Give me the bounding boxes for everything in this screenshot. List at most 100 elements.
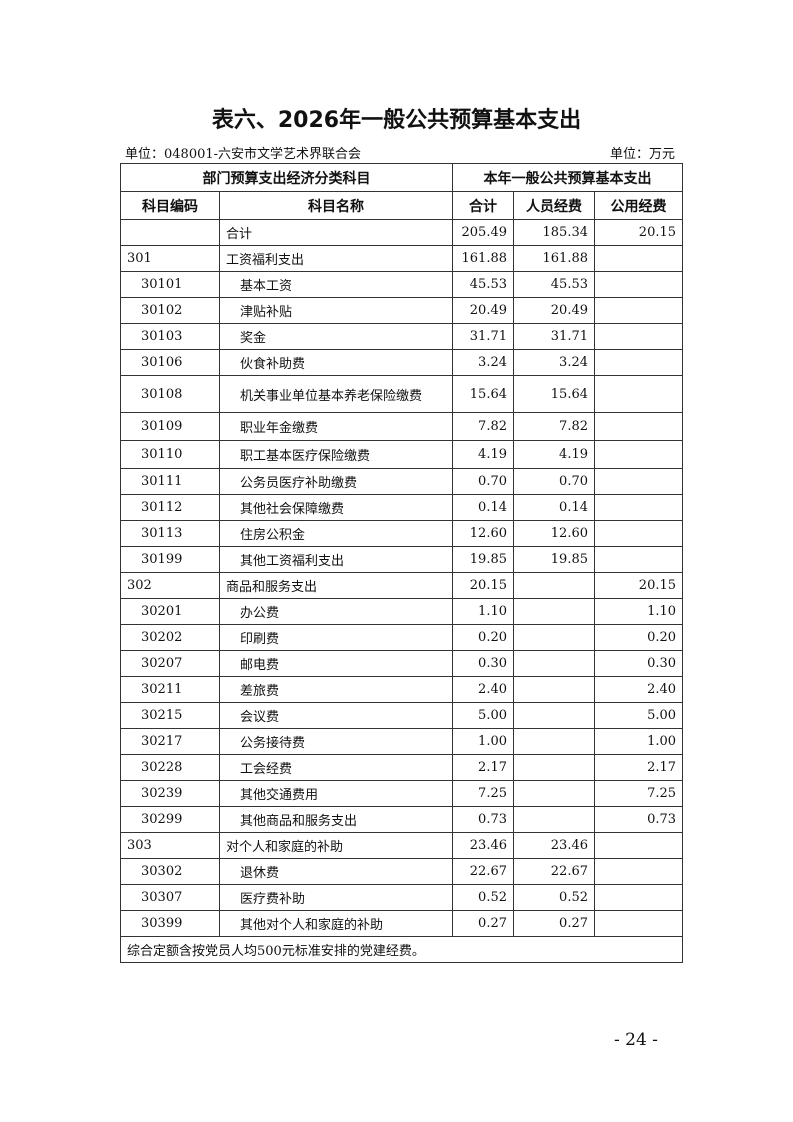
cell-total: 4.19: [452, 440, 514, 469]
cell-personnel: 22.67: [513, 858, 595, 885]
cell-total: 23.46: [452, 832, 514, 859]
table-row: 30202 印刷费 0.20 0.20: [120, 624, 684, 651]
cell-public: [593, 546, 684, 573]
cell-code: 30199: [120, 546, 220, 573]
cell-personnel: 45.53: [513, 271, 595, 298]
table-row: 30108 机关事业单位基本养老保险缴费 15.64 15.64: [120, 375, 684, 413]
cell-total: 2.40: [452, 676, 514, 703]
cell-personnel: 19.85: [513, 546, 595, 573]
cell-public: [593, 910, 684, 937]
table-row: 30228 工会经费 2.17 2.17: [120, 754, 684, 781]
cell-name: 其他交通费用: [219, 780, 453, 807]
cell-code: 30201: [120, 598, 220, 625]
table-row: 30112 其他社会保障缴费 0.14 0.14: [120, 494, 684, 521]
cell-code: 30112: [120, 494, 220, 521]
table-row: 30201 办公费 1.10 1.10: [120, 598, 684, 625]
cell-public: [593, 858, 684, 885]
cell-code: 30109: [120, 412, 220, 441]
page-number: - 24 -: [614, 1030, 658, 1050]
cell-public: 2.17: [593, 754, 684, 781]
table-row: 302 商品和服务支出 20.15 20.15: [120, 572, 684, 599]
table-row: 30102 津贴补贴 20.49 20.49: [120, 297, 684, 324]
cell-public: [593, 494, 684, 521]
cell-code: 30239: [120, 780, 220, 807]
cell-total: 15.64: [452, 375, 514, 413]
cell-personnel: 23.46: [513, 832, 595, 859]
header-total: 合计: [452, 191, 514, 220]
cell-total: 2.17: [452, 754, 514, 781]
header-name: 科目名称: [219, 191, 453, 220]
cell-name: 工资福利支出: [219, 245, 453, 272]
cell-code: 301: [120, 245, 220, 272]
cell-name: 奖金: [219, 323, 453, 350]
cell-name: 职工基本医疗保险缴费: [219, 440, 453, 469]
cell-personnel: 0.14: [513, 494, 595, 521]
cell-code: 30202: [120, 624, 220, 651]
table-row: 30113 住房公积金 12.60 12.60: [120, 520, 684, 547]
cell-public: [593, 884, 684, 911]
cell-personnel: 15.64: [513, 375, 595, 413]
cell-total: 0.70: [452, 468, 514, 495]
cell-name: 基本工资: [219, 271, 453, 298]
header-code: 科目编码: [120, 191, 220, 220]
cell-personnel: 185.34: [513, 219, 595, 246]
table-row: 30239 其他交通费用 7.25 7.25: [120, 780, 684, 807]
unit-label: 单位：048001-六安市文学艺术界联合会: [125, 147, 362, 162]
cell-name: 会议费: [219, 702, 453, 729]
cell-total: 1.00: [452, 728, 514, 755]
cell-personnel: [513, 780, 595, 807]
cell-name: 机关事业单位基本养老保险缴费: [219, 375, 453, 413]
cell-name: 邮电费: [219, 650, 453, 677]
cell-public: [593, 349, 684, 376]
cell-code: 303: [120, 832, 220, 859]
cell-total: 20.49: [452, 297, 514, 324]
cell-name: 公务员医疗补助缴费: [219, 468, 453, 495]
cell-public: [593, 832, 684, 859]
cell-total: 19.85: [452, 546, 514, 573]
table-row: 30103 奖金 31.71 31.71: [120, 323, 684, 350]
cell-public: [593, 440, 684, 469]
table-row: 30399 其他对个人和家庭的补助 0.27 0.27: [120, 910, 684, 937]
cell-code: 30307: [120, 884, 220, 911]
cell-name: 商品和服务支出: [219, 572, 453, 599]
currency-unit-label: 单位：万元: [609, 147, 675, 162]
cell-personnel: 20.49: [513, 297, 595, 324]
cell-public: [593, 271, 684, 298]
cell-total: 0.52: [452, 884, 514, 911]
cell-code: 30399: [120, 910, 220, 937]
table-row: 30199 其他工资福利支出 19.85 19.85: [120, 546, 684, 573]
cell-name: 办公费: [219, 598, 453, 625]
cell-public: 7.25: [593, 780, 684, 807]
cell-public: 20.15: [593, 219, 684, 246]
cell-total: 0.20: [452, 624, 514, 651]
cell-total: 3.24: [452, 349, 514, 376]
budget-table: 部门预算支出经济分类科目 本年一般公共预算基本支出 科目编码 科目名称 合计 人…: [119, 163, 684, 963]
cell-code: 30217: [120, 728, 220, 755]
cell-total: 161.88: [452, 245, 514, 272]
cell-personnel: [513, 676, 595, 703]
cell-personnel: [513, 598, 595, 625]
cell-code: 30102: [120, 297, 220, 324]
table-row: 303 对个人和家庭的补助 23.46 23.46: [120, 832, 684, 859]
cell-public: [593, 245, 684, 272]
cell-personnel: 3.24: [513, 349, 595, 376]
cell-public: [593, 412, 684, 441]
table-row: 30211 差旅费 2.40 2.40: [120, 676, 684, 703]
cell-personnel: [513, 650, 595, 677]
table-row: 30299 其他商品和服务支出 0.73 0.73: [120, 806, 684, 833]
cell-code: 30299: [120, 806, 220, 833]
cell-personnel: 7.82: [513, 412, 595, 441]
cell-name: 其他工资福利支出: [219, 546, 453, 573]
header-group-left: 部门预算支出经济分类科目: [120, 163, 453, 192]
cell-code: 30113: [120, 520, 220, 547]
cell-name: 职业年金缴费: [219, 412, 453, 441]
cell-public: 2.40: [593, 676, 684, 703]
table-row: 30101 基本工资 45.53 45.53: [120, 271, 684, 298]
header-public: 公用经费: [593, 191, 684, 220]
cell-personnel: [513, 728, 595, 755]
table-row: 30215 会议费 5.00 5.00: [120, 702, 684, 729]
cell-personnel: 12.60: [513, 520, 595, 547]
cell-code: 30111: [120, 468, 220, 495]
cell-total: 45.53: [452, 271, 514, 298]
header-group-right: 本年一般公共预算基本支出: [451, 163, 684, 192]
